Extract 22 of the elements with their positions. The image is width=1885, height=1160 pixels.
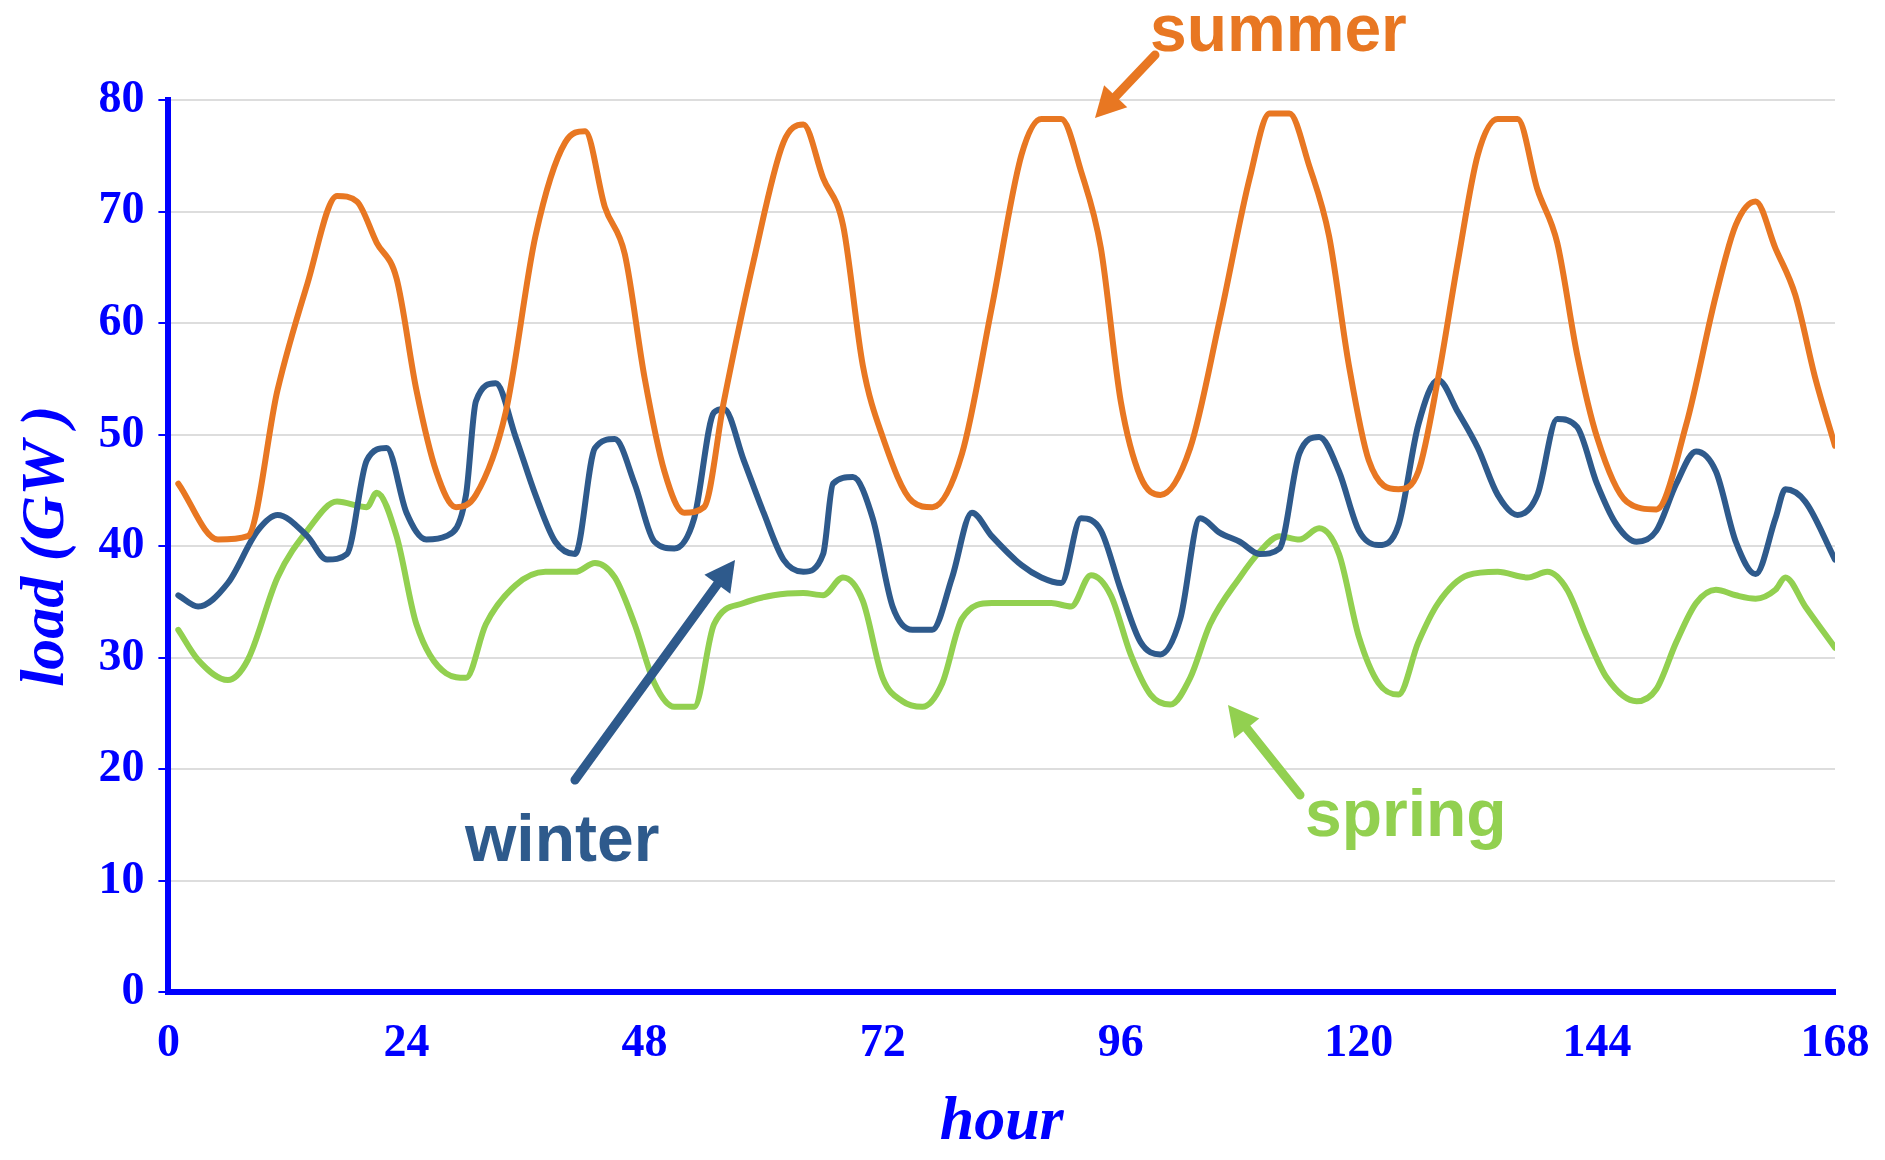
y-tick-label: 40 (98, 517, 145, 569)
text: winter (465, 800, 660, 876)
y-tick-label: 70 (98, 182, 145, 234)
x-tick-label: 0 (156, 1014, 180, 1066)
x-tick-label: 48 (621, 1014, 668, 1066)
y-tick-label: 60 (98, 293, 145, 345)
y-tick-label: 80 (98, 70, 145, 122)
y-axis-title: load (GW ) (8, 405, 78, 687)
y-tick-label: 50 (98, 405, 145, 457)
x-tick-label: 144 (1562, 1014, 1632, 1066)
x-tick-label: 72 (859, 1014, 906, 1066)
series-label: summer (1150, 0, 1407, 66)
x-tick-label: 24 (383, 1014, 430, 1066)
legend-label: spring (1305, 775, 1507, 851)
x-tick-label: 96 (1097, 1014, 1144, 1066)
x-tick-label: 120 (1324, 1014, 1394, 1066)
y-tick-label: 20 (98, 740, 145, 792)
x-tick-label: 168 (1800, 1014, 1870, 1066)
y-tick-label: 0 (121, 963, 145, 1015)
y-tick-label: 10 (98, 851, 145, 903)
x-axis-title: hour (939, 1083, 1065, 1152)
y-tick-label: 30 (98, 628, 145, 680)
